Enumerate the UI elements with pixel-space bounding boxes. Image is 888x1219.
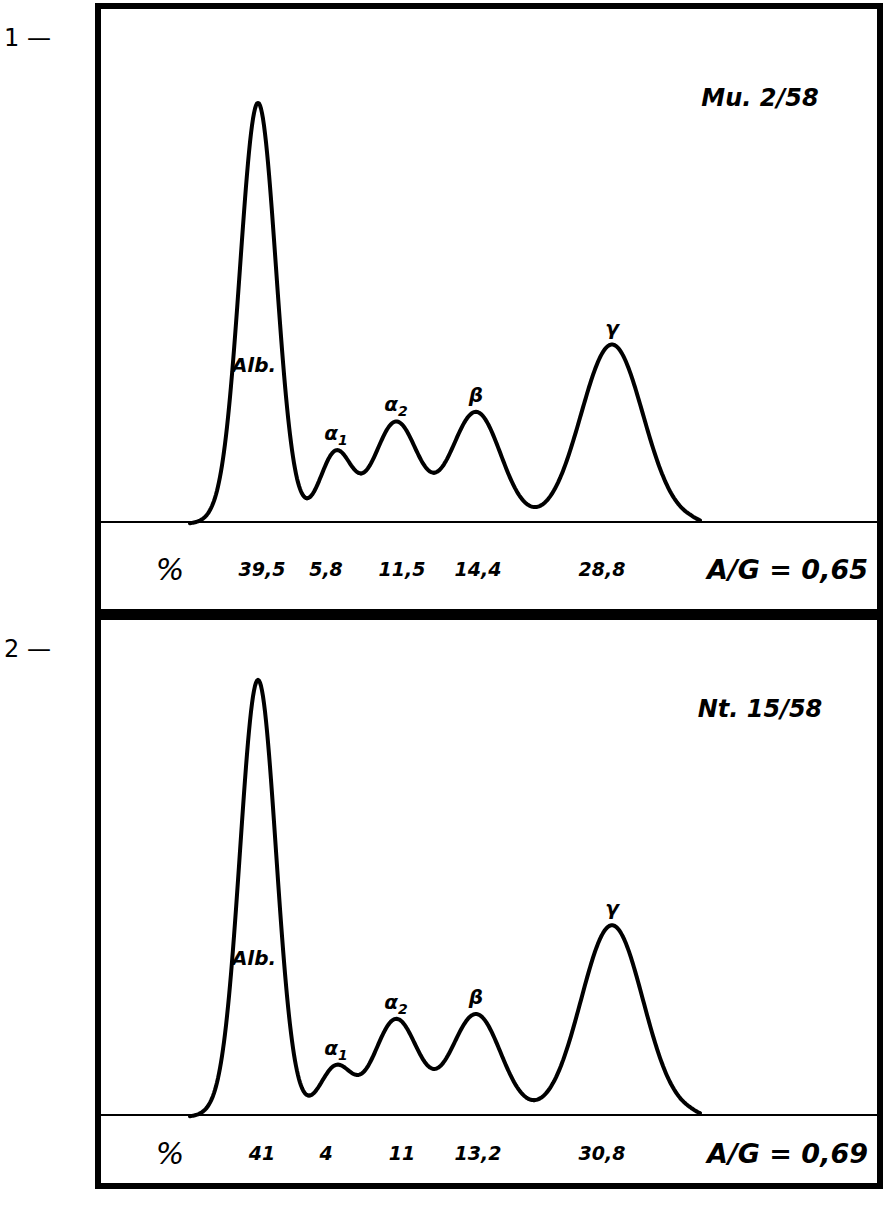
data-label: 30,8 xyxy=(579,1142,626,1164)
data-label: 39,5 xyxy=(239,558,286,580)
curve-segment xyxy=(358,1019,434,1075)
panel-number: 1 — xyxy=(4,24,51,52)
curve-segment xyxy=(190,680,309,1116)
panel-frame xyxy=(98,617,880,1186)
panel: Mu. 2/58 Alb. α1 α2 β γ% 39,5 5,8 11,5 14,4 28,8 A/… xyxy=(98,6,880,612)
fraction-label: Alb. xyxy=(230,946,276,970)
panel-frame xyxy=(98,6,880,612)
unit-label: % xyxy=(156,552,185,587)
data-label: 14,4 xyxy=(455,558,502,580)
panel: Nt. 15/58 Alb. α1 α2 β γ% 41 4 11 13,2 30,8 A/G = 0… xyxy=(98,617,880,1186)
baseline xyxy=(98,1114,880,1116)
fraction-label: Alb. xyxy=(230,353,276,377)
fraction-label: β xyxy=(468,985,483,1009)
page: Mu. 2/58 Alb. α1 α2 β γ% 39,5 5,8 11,5 14,4 28,8 A/… xyxy=(0,0,888,1219)
ag-ratio: A/G = 0,65 xyxy=(705,554,868,585)
curve-segment xyxy=(434,412,535,507)
title: Nt. 15/58 xyxy=(698,695,823,723)
fraction-label: α1 xyxy=(324,1036,348,1063)
ag-ratio: A/G = 0,69 xyxy=(705,1138,868,1169)
curve-segment xyxy=(534,925,700,1113)
fraction-label: γ xyxy=(605,316,620,340)
fraction-label: α1 xyxy=(324,421,348,448)
unit-label: % xyxy=(156,1136,185,1171)
baseline xyxy=(98,521,880,523)
data-label: 13,2 xyxy=(455,1142,502,1164)
curve-segment xyxy=(361,421,434,473)
curve-segment xyxy=(309,1065,357,1096)
fraction-label: β xyxy=(468,383,483,407)
data-label: 11 xyxy=(389,1142,415,1164)
fraction-label: γ xyxy=(605,896,620,920)
panel-number: 2 — xyxy=(4,635,51,663)
fraction-label: α2 xyxy=(384,990,408,1017)
data-label: 28,8 xyxy=(579,558,626,580)
data-label: 41 xyxy=(248,1142,275,1164)
data-label: 11,5 xyxy=(379,558,426,580)
curve-segment xyxy=(535,345,700,521)
title: Mu. 2/58 xyxy=(701,84,818,112)
data-label: 4 xyxy=(318,1142,332,1164)
curve-segment xyxy=(434,1014,534,1100)
fraction-label: α2 xyxy=(384,392,408,419)
curve-segment xyxy=(307,450,361,498)
data-label: 5,8 xyxy=(309,558,343,580)
curve-segment xyxy=(190,103,307,523)
